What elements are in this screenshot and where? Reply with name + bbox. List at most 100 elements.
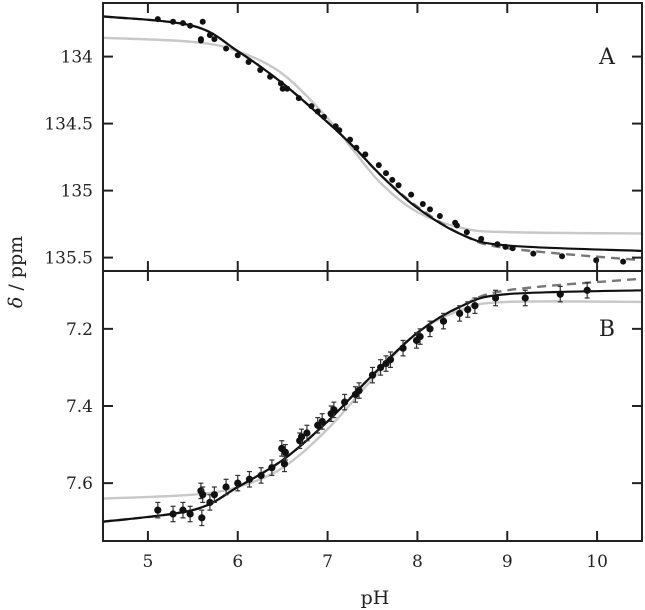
data-point <box>399 344 407 352</box>
data-point <box>245 475 254 483</box>
data-point <box>375 162 382 169</box>
data-point <box>308 103 315 110</box>
y-axis-title: δ / ppm <box>5 236 27 308</box>
x-axis-title: pH <box>361 587 390 609</box>
data-point <box>491 294 500 302</box>
data-point <box>297 433 306 441</box>
data-point <box>257 471 265 480</box>
data-point <box>453 222 460 229</box>
data-point <box>284 85 291 92</box>
data-point <box>199 491 207 499</box>
panel-b <box>103 277 642 527</box>
data-point <box>330 406 338 414</box>
data-point <box>234 52 241 59</box>
data-point <box>186 510 194 518</box>
data-point <box>530 250 537 257</box>
y-tick-label: 134 <box>61 48 93 68</box>
panel-label-b: B <box>599 317 615 342</box>
data-point <box>456 309 464 318</box>
fit-curve-solid <box>103 289 642 523</box>
x-tick-label: 7 <box>322 552 333 572</box>
data-point <box>211 36 218 43</box>
y-tick-label: 7.6 <box>66 474 93 494</box>
data-point <box>206 498 214 507</box>
fit-curve-dashed <box>103 277 642 523</box>
data-point <box>187 22 194 29</box>
data-point <box>341 398 349 406</box>
data-point <box>368 371 377 379</box>
y-tick-label: 135.5 <box>44 249 93 269</box>
data-point <box>559 253 566 260</box>
data-point <box>332 123 339 130</box>
axes: 134 134.5 135 135.5 7.2 7.4 7.6 5 6 7 8 9 10 <box>44 2 643 572</box>
panel-a <box>103 15 642 265</box>
data-point <box>318 417 326 426</box>
data-point <box>303 429 311 437</box>
data-point <box>353 144 360 151</box>
data-point <box>257 67 264 73</box>
y-tick-label: 135 <box>61 182 93 202</box>
data-point <box>502 243 509 250</box>
data-point <box>583 286 591 294</box>
data-point <box>314 108 321 115</box>
data-point <box>426 325 434 333</box>
data-point <box>170 18 177 25</box>
data-point <box>521 294 529 302</box>
fit-curve-gray <box>103 300 642 500</box>
fit-curve-solid <box>103 15 642 252</box>
x-tick-label: 10 <box>586 552 608 572</box>
data-point <box>426 206 433 213</box>
data-point <box>471 302 479 310</box>
data-point <box>179 20 186 27</box>
data-point <box>281 448 289 456</box>
data-point <box>355 386 363 395</box>
data-point <box>408 191 415 198</box>
data-point <box>347 136 354 143</box>
data-point <box>419 201 426 207</box>
panel-label-a: A <box>598 45 616 70</box>
data-point <box>439 317 448 325</box>
data-point <box>436 213 443 220</box>
data-point <box>395 182 402 189</box>
data-point <box>556 290 564 298</box>
data-point <box>197 37 204 44</box>
y-tick-label: 7.2 <box>66 320 93 340</box>
data-point <box>267 73 274 80</box>
data-point <box>277 80 284 87</box>
data-point <box>463 229 470 236</box>
data-point <box>362 151 369 158</box>
data-point <box>210 491 218 499</box>
data-point <box>234 479 242 487</box>
data-point <box>336 127 343 134</box>
data-point <box>223 45 230 52</box>
data-point <box>280 460 289 468</box>
data-point <box>389 176 396 183</box>
data-point <box>416 332 424 341</box>
data-point <box>154 506 162 514</box>
x-tick-label: 8 <box>412 552 423 572</box>
data-point <box>494 241 501 248</box>
x-tick-label: 6 <box>232 552 243 572</box>
data-point <box>320 113 327 120</box>
panel-frame <box>102 2 643 272</box>
data-point <box>268 464 276 472</box>
fit-curve-dashed <box>103 15 642 262</box>
data-point <box>198 514 206 522</box>
data-point <box>222 483 230 491</box>
data-point <box>386 356 395 364</box>
x-tick-label: 5 <box>143 552 154 572</box>
fit-curve-gray <box>103 36 642 235</box>
data-point <box>382 170 389 177</box>
data-point <box>295 95 302 102</box>
data-point <box>376 363 385 372</box>
data-point <box>464 305 472 314</box>
data-point <box>620 258 627 265</box>
data-point <box>245 58 252 65</box>
data-point <box>206 32 213 39</box>
y-tick-label: 134.5 <box>44 115 93 135</box>
data-point <box>279 85 286 92</box>
y-tick-label: 7.4 <box>66 397 93 417</box>
data-point <box>199 18 206 25</box>
data-point <box>509 245 516 252</box>
